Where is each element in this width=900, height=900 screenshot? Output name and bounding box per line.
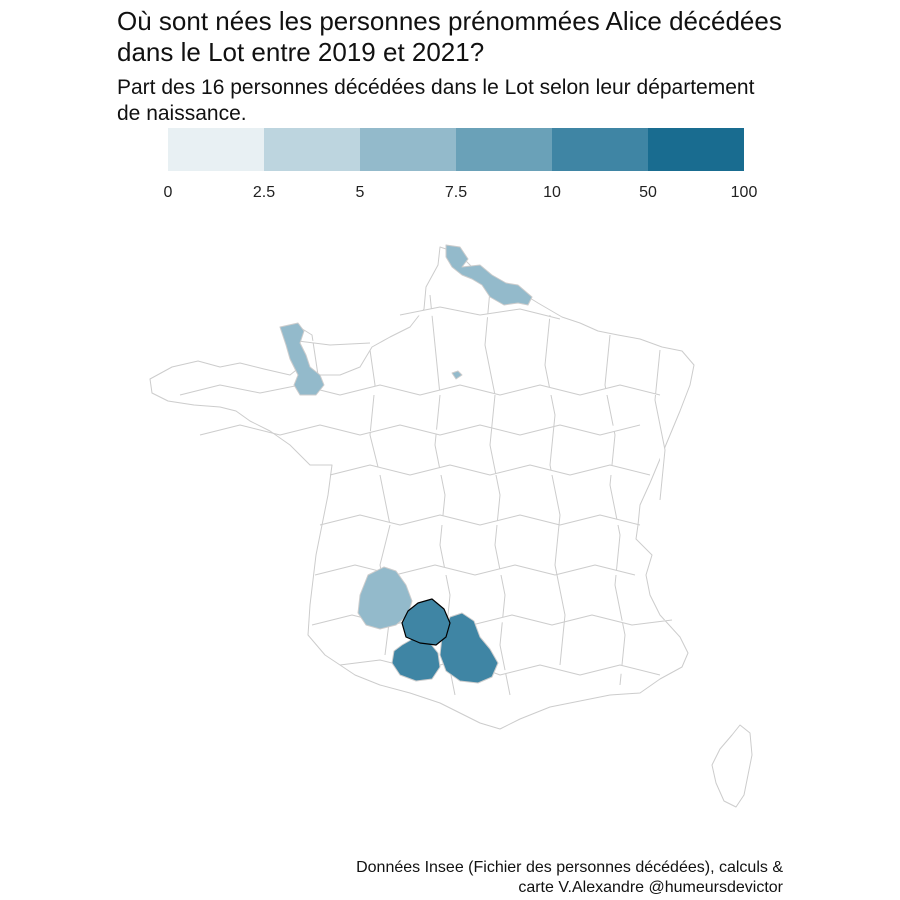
region-nord xyxy=(445,244,533,306)
map-title-line-1: Où sont nées les personnes prénommées Al… xyxy=(117,6,782,36)
legend-swatch xyxy=(456,128,552,171)
legend-swatch xyxy=(264,128,360,171)
caption-line-2: carte V.Alexandre @humeursdevictor xyxy=(518,879,783,896)
department-border xyxy=(289,339,371,346)
region-lot xyxy=(401,598,451,646)
map-subtitle: Part des 16 personnes décédées dans le L… xyxy=(117,75,887,127)
map-subtitle-line-1: Part des 16 personnes décédées dans le L… xyxy=(117,76,755,99)
department-border xyxy=(544,314,566,666)
corsica-outline xyxy=(711,724,753,808)
department-border xyxy=(329,464,651,476)
france-map-svg xyxy=(149,244,753,808)
legend-tick-label: 2.5 xyxy=(253,184,275,201)
france-department-map xyxy=(140,235,780,840)
map-title: Où sont nées les personnes prénommées Al… xyxy=(117,6,887,68)
department-border xyxy=(654,349,666,501)
legend-swatch xyxy=(552,128,648,171)
legend-tick-label: 100 xyxy=(731,184,758,201)
legend-swatch xyxy=(360,128,456,171)
region-dordogne xyxy=(357,566,413,630)
department-border xyxy=(314,564,636,576)
color-legend: 0 2.5 5 7.5 10 50 100 xyxy=(140,128,780,208)
region-manche xyxy=(279,322,325,396)
map-title-line-2: dans le Lot entre 2019 et 2021? xyxy=(117,37,485,67)
map-subtitle-line-2: de naissance. xyxy=(117,102,247,125)
legend-tick-label: 0 xyxy=(164,184,173,201)
color-legend-scale: 0 2.5 5 7.5 10 50 100 xyxy=(164,128,758,201)
legend-tick-label: 10 xyxy=(543,184,561,201)
legend-tick-label: 50 xyxy=(639,184,657,201)
department-border xyxy=(199,424,641,436)
department-border xyxy=(319,514,641,526)
caption-line-1: Données Insee (Fichier des personnes déc… xyxy=(356,859,783,876)
legend-tick-label: 7.5 xyxy=(445,184,467,201)
department-border xyxy=(399,306,561,320)
map-caption: Données Insee (Fichier des personnes déc… xyxy=(356,858,783,898)
legend-tick-label: 5 xyxy=(356,184,365,201)
legend-swatch xyxy=(648,128,744,171)
legend-swatch xyxy=(168,128,264,171)
region-aveyron xyxy=(439,612,499,684)
department-border xyxy=(484,289,511,696)
region-paris xyxy=(451,370,463,380)
